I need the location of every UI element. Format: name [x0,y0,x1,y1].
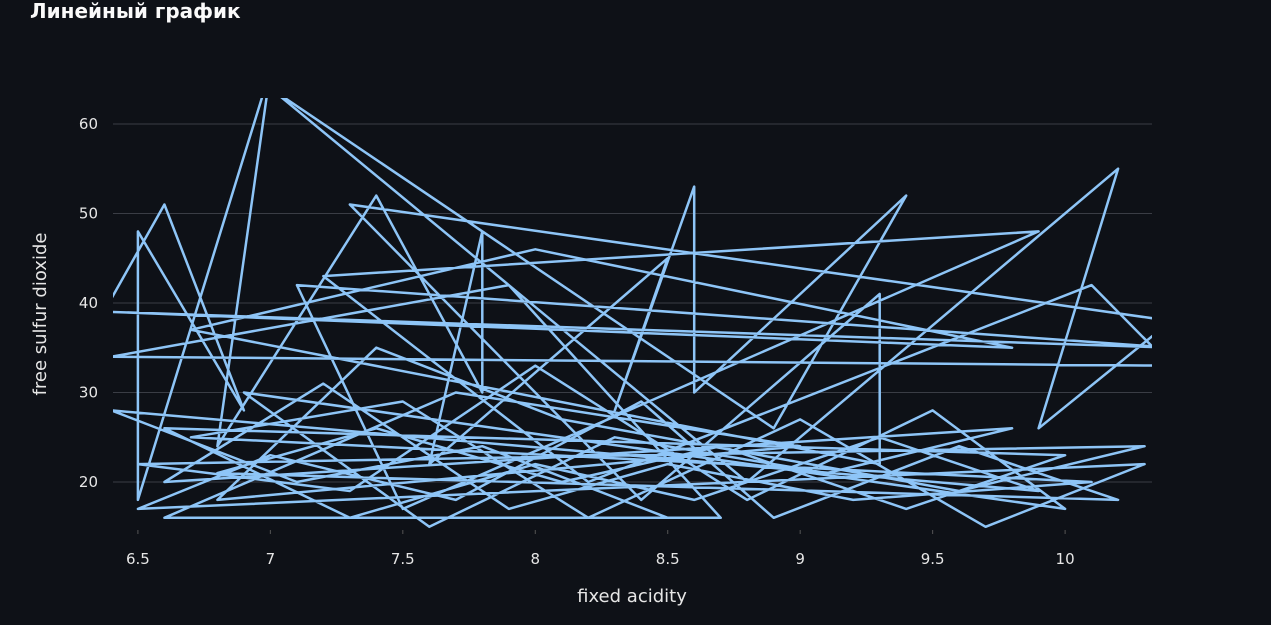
plot-area [113,98,1152,529]
x-tick-label: 8.5 [656,550,680,568]
line-series [113,98,1152,529]
x-tick-label: 9.5 [921,550,945,568]
x-tick-label: 7 [266,550,276,568]
x-tick-label: 10 [1056,550,1075,568]
x-tick-label: 8 [531,550,541,568]
x-tick-label: 9 [795,550,805,568]
y-tick-label: 50 [79,204,98,222]
y-tick-label: 20 [79,473,98,491]
y-tick-label: 60 [79,115,98,133]
grid [113,123,1152,483]
y-axis-label: free sulfur dioxide [30,233,51,396]
x-axis-label: fixed acidity [577,586,687,607]
y-tick-label: 40 [79,294,98,312]
y-tick-label: 30 [79,384,98,402]
x-tick-label: 6.5 [126,550,150,568]
chart-title: Линейный график [30,0,241,23]
x-tick-label: 7.5 [391,550,415,568]
